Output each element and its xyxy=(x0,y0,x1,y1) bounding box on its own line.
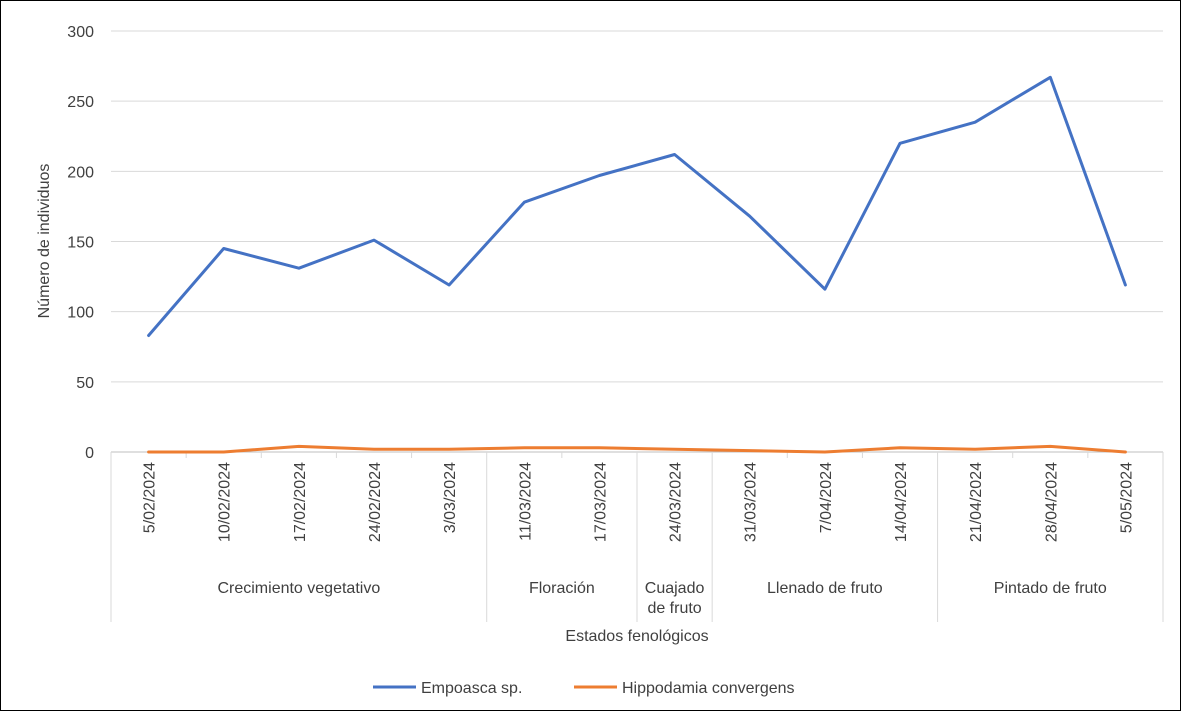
x-tick-label: 14/04/2024 xyxy=(893,462,910,542)
x-tick-label: 31/03/2024 xyxy=(743,462,760,542)
x-tick-label: 17/03/2024 xyxy=(592,462,609,542)
x-tick-label: 17/02/2024 xyxy=(292,462,309,542)
x-tick-label: 21/04/2024 xyxy=(968,462,985,542)
group-label: Floración xyxy=(529,580,595,597)
y-tick-label: 50 xyxy=(76,375,94,392)
x-tick-label: 11/03/2024 xyxy=(517,462,534,541)
gridlines xyxy=(111,30,1163,383)
x-tick-label: 5/02/2024 xyxy=(142,462,159,533)
x-tick-label: 28/04/2024 xyxy=(1043,462,1060,542)
x-tick-label: 3/03/2024 xyxy=(442,462,459,533)
y-tick-label: 0 xyxy=(85,445,94,462)
series-line-2 xyxy=(147,444,1127,454)
x-tick-label: 7/04/2024 xyxy=(818,462,835,533)
group-label: Cuajado de fruto xyxy=(645,580,705,617)
y-tick-label: 150 xyxy=(67,235,94,252)
series-line-1 xyxy=(147,75,1127,337)
x-tick-label: 10/02/2024 xyxy=(217,462,234,542)
y-tick-label: 250 xyxy=(67,94,94,111)
x-axis-title: Estados fenológicos xyxy=(565,628,708,645)
x-tick-label: 24/02/2024 xyxy=(367,462,384,542)
group-label: Pintado de fruto xyxy=(994,580,1107,597)
legend: Empoasca sp. Hippodamia convergens xyxy=(373,680,795,697)
y-tick-label: 100 xyxy=(67,305,94,322)
y-tick-label: 200 xyxy=(67,164,94,181)
x-axis: 5/02/2024 10/02/2024 17/02/2024 24/02/2024 3… xyxy=(110,451,1164,622)
group-label: Llenado de fruto xyxy=(767,580,883,597)
series-lines xyxy=(147,75,1127,454)
y-axis-title: Número de individuos xyxy=(36,164,53,319)
legend-label: Empoasca sp. xyxy=(421,680,522,697)
y-tick-label: 300 xyxy=(67,24,94,41)
x-tick-label: 24/03/2024 xyxy=(668,462,685,542)
x-tick-label: 5/05/2024 xyxy=(1118,462,1135,533)
group-label: Crecimiento vegetativo xyxy=(217,580,380,597)
y-axis-ticks: 0 50 100 150 200 250 300 xyxy=(67,24,94,462)
legend-label: Hippodamia convergens xyxy=(622,680,795,697)
